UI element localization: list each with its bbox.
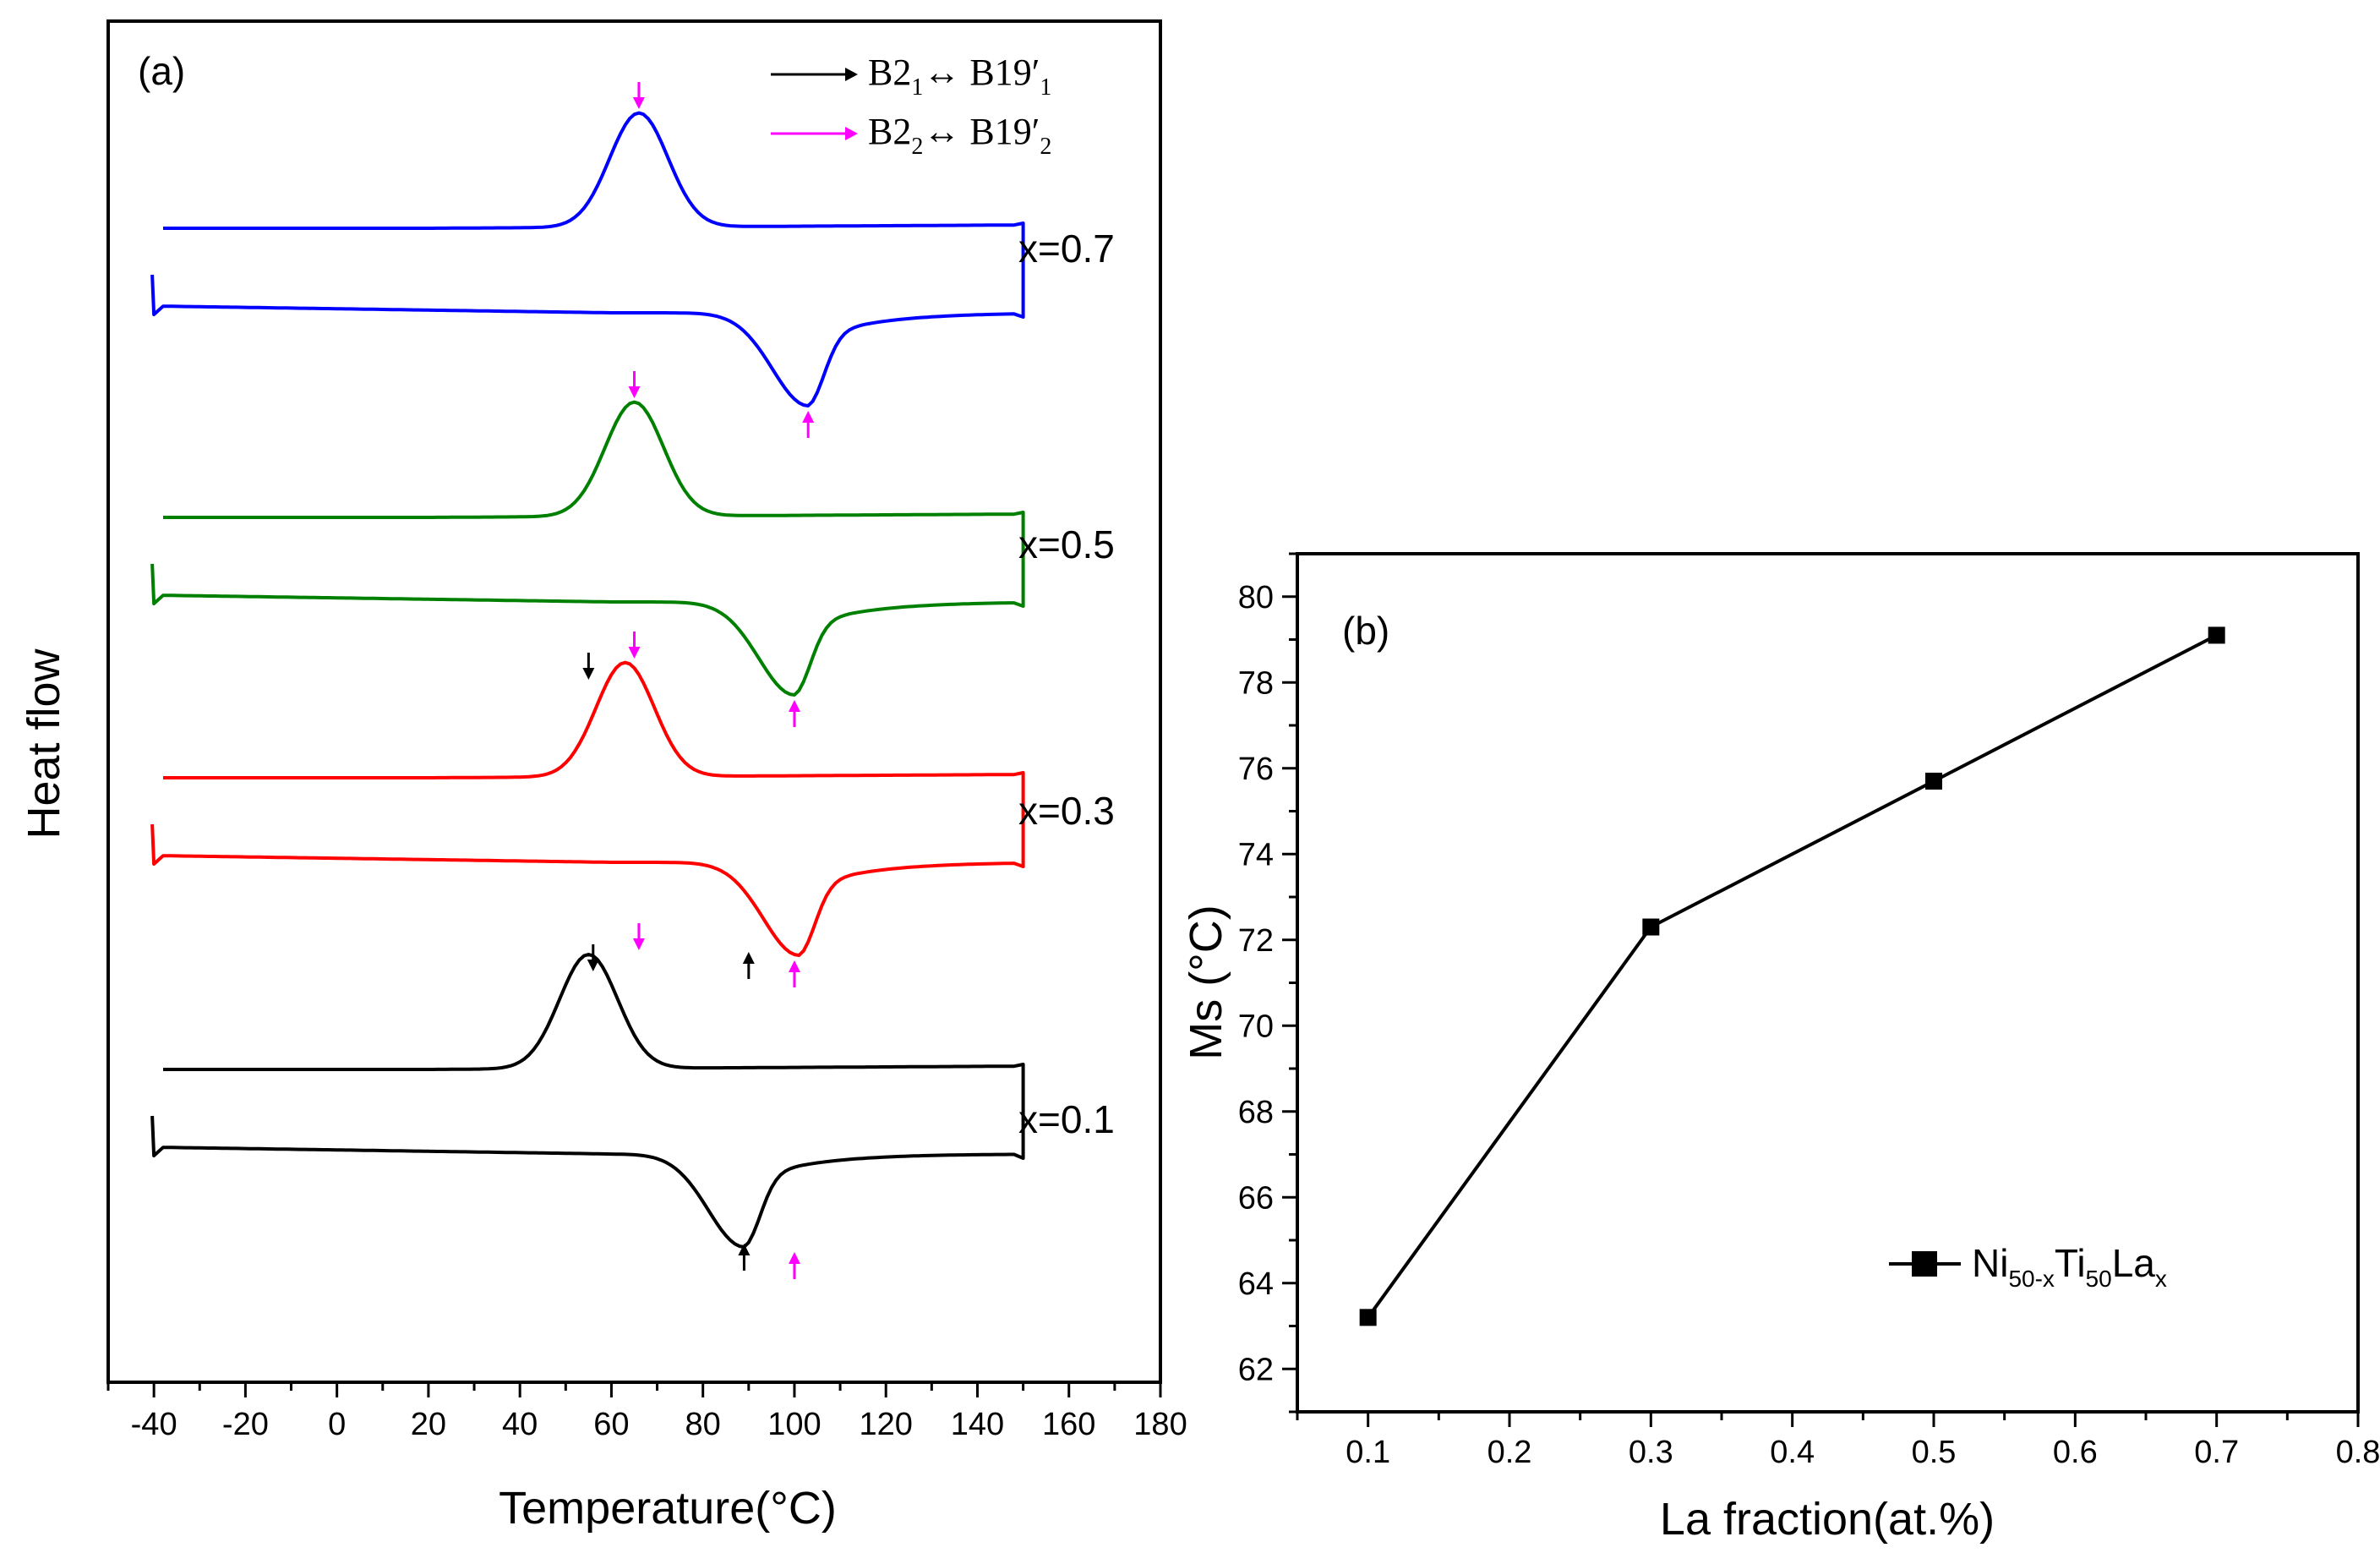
panel-a-curves: [150, 111, 1025, 1249]
ms-data-point: [1925, 772, 1942, 790]
legend-entry-b2-1: B21↔ B19′1: [771, 52, 1051, 101]
x-tick-label-b: 0.3: [1629, 1435, 1673, 1470]
marker-b2-2-heat-head: [788, 700, 800, 712]
legend-arrowhead-magenta: [845, 127, 858, 140]
panel-b-legend: Ni50-xTi50Lax: [1889, 1241, 2167, 1292]
y-tick-label-b: 70: [1238, 1009, 1274, 1044]
y-tick-label-b: 76: [1238, 752, 1274, 787]
x-tick-label-b: 0.5: [1912, 1435, 1957, 1470]
panel-a: (a) -40 -20 0 20 40 60 80 100 120 140 160 180 x=0.7…: [19, 19, 1187, 1534]
x-tick-label-a: 0: [328, 1407, 346, 1442]
series-label-x05: x=0.5: [1018, 522, 1115, 566]
x-tick-label-a: 160: [1042, 1407, 1095, 1442]
series-label-x07: x=0.7: [1018, 227, 1115, 271]
x-tick-label-b: 0.2: [1488, 1435, 1532, 1470]
x-tick-label-a: -20: [222, 1407, 269, 1442]
x-tick-label-b: 0.1: [1346, 1435, 1390, 1470]
y-tick-label-b: 66: [1238, 1180, 1274, 1216]
dsc-curve-x-0.3: [150, 660, 1025, 957]
x-tick-label-a: 40: [502, 1407, 538, 1442]
series-label-x01: x=0.1: [1018, 1097, 1115, 1141]
y-tick-label-b: 74: [1238, 837, 1274, 872]
legend-text-1: B21↔ B19′1: [868, 52, 1051, 101]
dsc-curve-x-0.5: [150, 400, 1025, 697]
marker-b2-1-cool-head: [582, 668, 595, 680]
dsc-curve-x-0.7: [150, 111, 1025, 407]
series-label-x03: x=0.3: [1018, 789, 1115, 833]
panel-b-frame: [1296, 552, 2360, 1414]
x-tick-label-a: 180: [1133, 1407, 1187, 1442]
panel-a-x-ticks: -40 -20 0 20 40 60 80 100 120 140 160 180: [106, 1382, 1187, 1442]
x-tick-label-a: 140: [951, 1407, 1004, 1442]
y-tick-label-b: 72: [1238, 923, 1274, 959]
x-tick-label-a: 120: [860, 1407, 913, 1442]
marker-b2-2-cool-head: [632, 97, 645, 109]
marker-b2-1-heat-head: [742, 952, 755, 964]
marker-b2-2-cool-head: [628, 386, 641, 398]
panel-b: (b) 0.1 0.2 0.3 0.4 0.5 0.6 0.7 0.8 62 64 66 68 70 72…: [1181, 552, 2380, 1545]
panel-a-markers: [582, 82, 815, 1279]
panel-a-label: (a): [138, 49, 185, 93]
x-tick-label-a: 60: [593, 1407, 629, 1442]
marker-b2-2-heat-head: [788, 960, 800, 972]
panel-b-x-title: La fraction(at.%): [1660, 1494, 1995, 1545]
x-tick-label-a: 20: [411, 1407, 446, 1442]
legend-arrowhead-black: [845, 68, 858, 81]
panel-a-x-title: Temperature(°C): [499, 1483, 837, 1534]
legend-text-b: Ni50-xTi50Lax: [1972, 1241, 2167, 1292]
panel-a-y-title: Heat flow: [19, 648, 69, 839]
ms-data-point: [1359, 1309, 1377, 1326]
x-tick-label-a: 100: [767, 1407, 821, 1442]
ms-data-point: [1642, 918, 1660, 936]
legend-text-2: B22↔ B19′2: [868, 111, 1051, 160]
panel-b-series: [1359, 626, 2225, 1326]
panel-b-label: (b): [1342, 609, 1389, 653]
x-tick-label-a: 80: [685, 1407, 721, 1442]
ms-data-point: [2208, 626, 2225, 644]
x-tick-label-a: -40: [131, 1407, 177, 1442]
y-tick-label-b: 62: [1238, 1352, 1274, 1387]
x-tick-label-b: 0.7: [2194, 1435, 2239, 1470]
marker-b2-1-cool-head: [587, 960, 599, 971]
marker-b2-1-heat-head: [738, 1244, 751, 1255]
marker-b2-2-heat-head: [802, 411, 815, 423]
panel-b-ticks: 0.1 0.2 0.3 0.4 0.5 0.6 0.7 0.8 62 64 66 68 70 72 74 76…: [1238, 552, 2380, 1470]
marker-b2-2-heat-head: [788, 1252, 800, 1264]
legend-entry-b2-2: B22↔ B19′2: [771, 111, 1051, 160]
panel-a-legend: B21↔ B19′1 B22↔ B19′2: [771, 52, 1051, 160]
ms-series-line: [1367, 633, 2218, 1319]
y-tick-label-b: 80: [1238, 580, 1274, 615]
y-tick-label-b: 78: [1238, 665, 1274, 701]
dsc-curve-x-0.1: [150, 953, 1025, 1249]
legend-marker-b: [1912, 1251, 1937, 1277]
marker-b2-2-cool-head: [628, 647, 641, 659]
x-tick-label-b: 0.4: [1770, 1435, 1815, 1470]
panel-a-frame: [106, 19, 1162, 1384]
marker-b2-2-cool-head: [632, 938, 645, 950]
panel-b-y-title: Ms (°C): [1181, 905, 1231, 1060]
x-tick-label-b: 0.6: [2053, 1435, 2098, 1470]
y-tick-label-b: 68: [1238, 1095, 1274, 1130]
x-tick-label-b: 0.8: [2336, 1435, 2380, 1470]
y-tick-label-b: 64: [1238, 1266, 1274, 1302]
